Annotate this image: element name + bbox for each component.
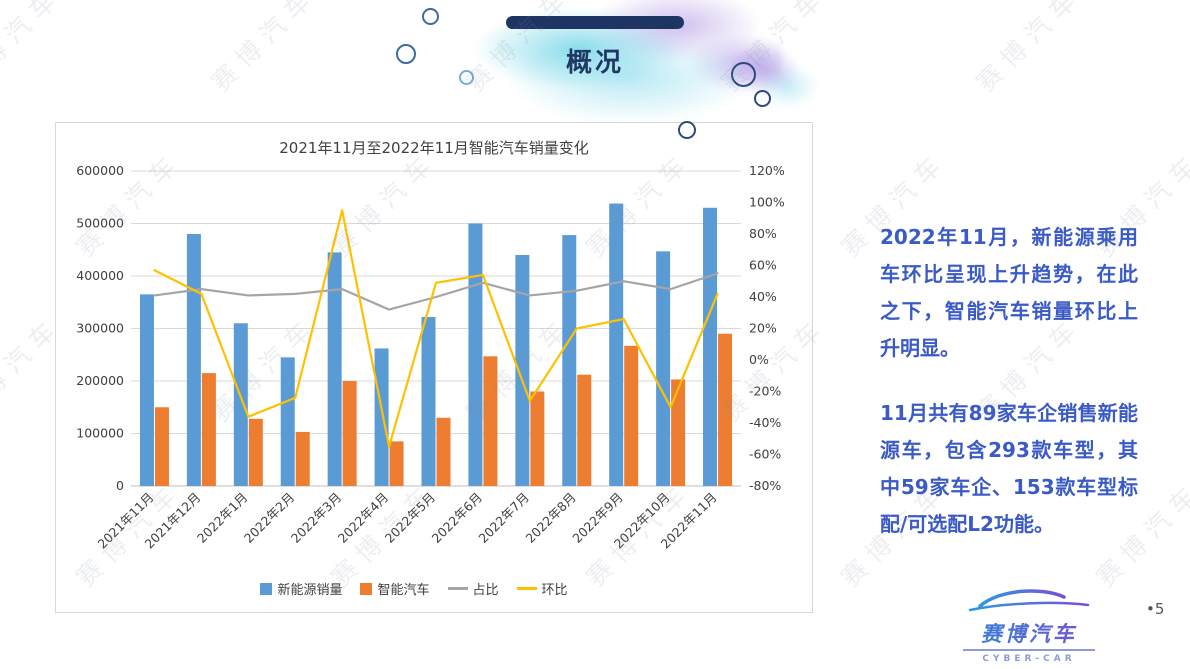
- legend-swatch-smart-car: [360, 582, 373, 595]
- legend-item-new-energy: 新能源销量: [260, 579, 342, 598]
- svg-text:20%: 20%: [749, 321, 777, 336]
- commentary-para-1: 2022年11月，新能源乘用车环比呈现上升趋势，在此之下，智能汽车销量环比上升明…: [880, 225, 1138, 360]
- watermark-text: 赛博汽车: [205, 0, 323, 98]
- svg-text:300000: 300000: [76, 321, 124, 336]
- commentary: 2022年11月，新能源乘用车环比呈现上升趋势，在此之下，智能汽车销量环比上升明…: [880, 219, 1138, 571]
- logo-subtitle: CYBER-CAR: [982, 654, 1076, 664]
- legend-label-smart-car: 智能汽车: [377, 583, 430, 598]
- svg-text:200000: 200000: [76, 373, 124, 388]
- svg-text:-60%: -60%: [749, 447, 781, 462]
- sales-combo-chart: 0 100000 200000 300000 400000 500000 600000 -80…: [76, 163, 785, 552]
- svg-text:-20%: -20%: [749, 384, 781, 399]
- svg-text:120%: 120%: [749, 163, 785, 178]
- watermark-text: 赛博汽车: [970, 0, 1088, 98]
- legend-label-new-energy: 新能源销量: [277, 583, 343, 598]
- legend-item-share: 占比: [447, 579, 499, 598]
- slide-title: 概况: [565, 48, 624, 78]
- svg-text:100%: 100%: [749, 195, 785, 210]
- svg-text:-80%: -80%: [749, 478, 781, 493]
- chart-card: 2021年11月至2022年11月智能汽车销量变化 0 100000 200000 3…: [55, 122, 813, 613]
- svg-text:0%: 0%: [749, 352, 769, 367]
- legend-item-mom: 环比: [516, 579, 568, 598]
- title-accent-bar: [506, 16, 684, 29]
- svg-text:100000: 100000: [76, 426, 124, 441]
- svg-text:400000: 400000: [76, 268, 124, 283]
- car-logo-icon: [968, 589, 1090, 612]
- legend-label-share: 占比: [472, 583, 499, 598]
- bubble-decoration: [396, 44, 416, 64]
- bubble-decoration: [754, 90, 771, 107]
- legend-swatch-new-energy: [260, 582, 273, 595]
- logo-divider: [963, 649, 1095, 651]
- legend-item-smart-car: 智能汽车: [360, 579, 430, 598]
- bubble-decoration: [422, 8, 439, 25]
- bubble-decoration: [678, 121, 696, 139]
- legend-swatch-mom: [516, 587, 537, 590]
- svg-text:600000: 600000: [76, 163, 124, 178]
- commentary-para-2: 11月共有89家车企销售新能源车，包含293款车型，其中59家车企、153款车型…: [880, 401, 1138, 536]
- watermark-text: 赛博汽车: [0, 0, 68, 98]
- svg-text:60%: 60%: [749, 258, 777, 273]
- page-number: •5: [1146, 600, 1165, 618]
- legend-swatch-share: [447, 587, 468, 590]
- bubble-decoration: [731, 62, 756, 87]
- svg-text:500000: 500000: [76, 216, 124, 231]
- chart-legend: 新能源销量 智能汽车 占比 环比: [56, 579, 772, 598]
- svg-text:-40%: -40%: [749, 415, 781, 430]
- svg-text:80%: 80%: [749, 226, 777, 241]
- svg-text:0: 0: [116, 478, 124, 493]
- logo-name: 赛博汽车: [955, 618, 1103, 648]
- svg-text:40%: 40%: [749, 289, 777, 304]
- brand-logo: 赛博汽车 CYBER-CAR: [955, 586, 1103, 664]
- legend-label-mom: 环比: [541, 583, 568, 598]
- chart-title: 2021年11月至2022年11月智能汽车销量变化: [279, 139, 589, 157]
- bubble-decoration: [459, 70, 474, 85]
